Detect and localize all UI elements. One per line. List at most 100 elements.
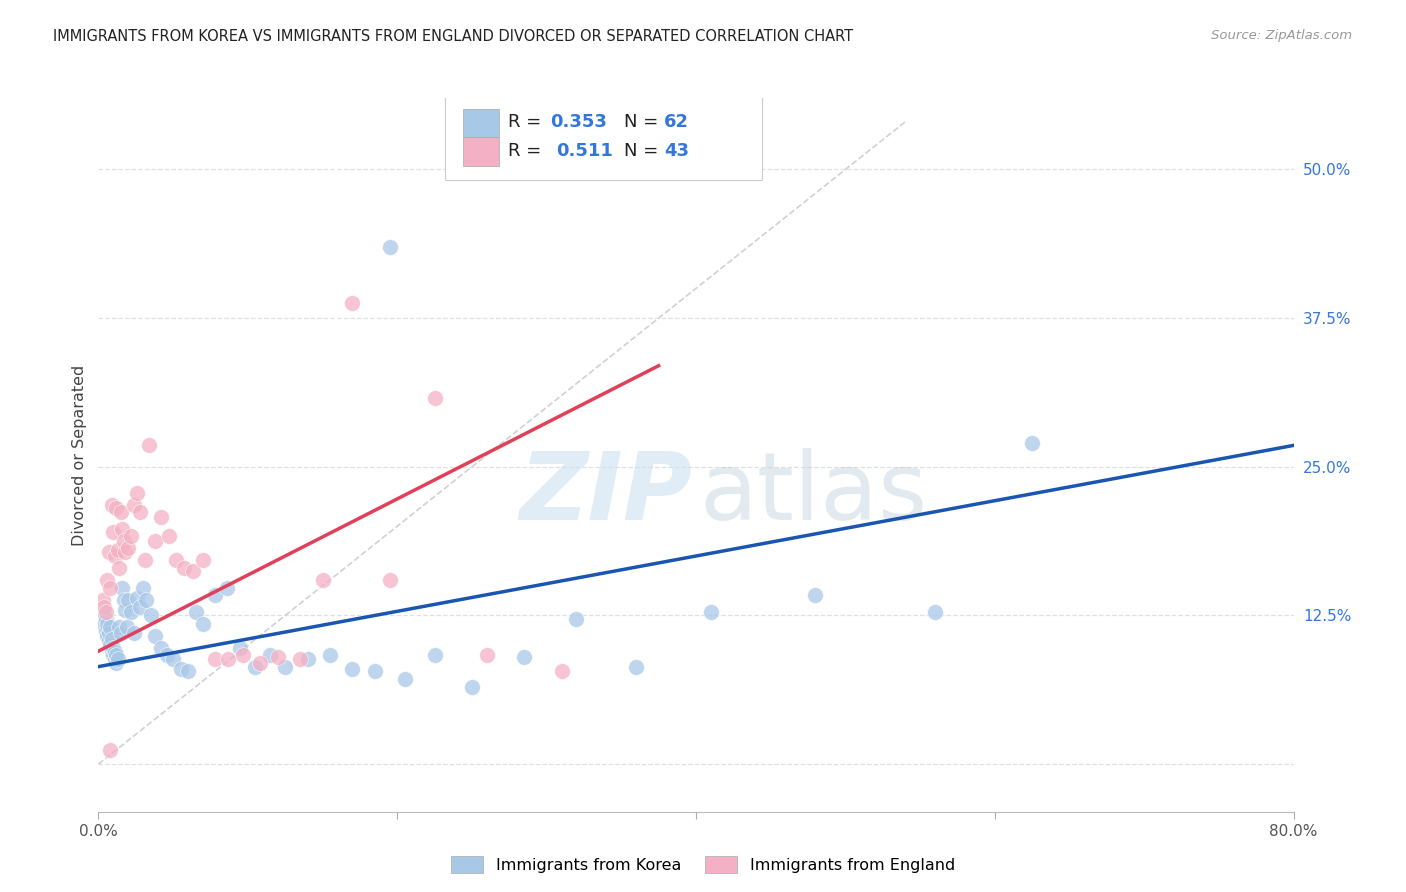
Point (191, 616, 214, 631)
Point (626, 659, 648, 673)
Point (108, 561, 131, 575)
Point (101, 644, 124, 658)
Point (342, 295, 364, 310)
Point (181, 565, 204, 579)
Point (249, 656, 271, 670)
Point (98, 581, 122, 595)
Point (475, 648, 498, 662)
Point (94, 624, 117, 638)
Point (229, 640, 252, 655)
Point (138, 438, 160, 452)
FancyBboxPatch shape (463, 137, 499, 166)
Text: IMMIGRANTS FROM KOREA VS IMMIGRANTS FROM ENGLAND DIVORCED OR SEPARATED CORRELATI: IMMIGRANTS FROM KOREA VS IMMIGRANTS FROM… (53, 29, 853, 44)
Point (143, 533, 166, 548)
Point (108, 620, 131, 634)
Point (103, 648, 125, 662)
Point (104, 652, 127, 666)
Point (173, 561, 195, 575)
FancyBboxPatch shape (463, 109, 499, 137)
Point (94, 612, 117, 626)
Point (120, 529, 142, 543)
Point (91, 593, 114, 607)
Point (127, 591, 149, 605)
Point (112, 533, 135, 548)
Point (342, 662, 364, 676)
Text: 0.353: 0.353 (550, 113, 607, 131)
Point (104, 549, 127, 563)
Point (513, 650, 536, 665)
Point (169, 662, 191, 676)
Point (135, 593, 157, 607)
Point (204, 652, 226, 666)
Point (924, 605, 946, 619)
Point (423, 648, 446, 662)
Point (394, 672, 416, 686)
Point (94, 605, 117, 619)
Point (93, 600, 115, 615)
Point (162, 652, 184, 666)
Point (700, 605, 723, 619)
Point (98, 620, 122, 634)
Point (311, 573, 333, 587)
Point (267, 650, 290, 665)
Point (132, 581, 155, 595)
Point (232, 648, 254, 662)
Point (150, 509, 173, 524)
Point (105, 648, 128, 662)
Point (115, 620, 138, 634)
Point (1021, 436, 1043, 450)
Text: N =: N = (624, 142, 664, 160)
Point (461, 680, 484, 694)
Point (110, 626, 132, 640)
Point (107, 652, 129, 666)
Point (105, 501, 128, 516)
Text: 43: 43 (664, 142, 689, 160)
Point (127, 486, 149, 500)
Point (98, 743, 122, 757)
Point (96, 629, 118, 643)
Point (184, 605, 207, 619)
Point (96, 573, 118, 587)
Point (274, 659, 297, 673)
Point (97, 633, 120, 648)
Point (156, 648, 179, 662)
Point (97, 626, 120, 640)
Point (111, 581, 134, 595)
Point (204, 588, 226, 602)
Point (143, 629, 166, 643)
Point (259, 648, 281, 662)
Point (107, 543, 129, 558)
Point (423, 391, 446, 405)
Text: ZIP: ZIP (519, 448, 692, 541)
Point (105, 656, 128, 670)
Point (217, 652, 239, 666)
Point (177, 665, 200, 679)
Text: N =: N = (624, 113, 664, 131)
Point (129, 505, 152, 519)
Point (91, 605, 114, 619)
Point (157, 529, 180, 543)
Text: R =: R = (509, 113, 547, 131)
Point (101, 498, 124, 512)
Text: 0.511: 0.511 (557, 142, 613, 160)
Point (129, 600, 152, 615)
Point (98, 638, 122, 652)
Text: atlas: atlas (700, 448, 928, 541)
Point (104, 645, 127, 659)
Point (150, 640, 173, 655)
Point (103, 525, 125, 540)
Point (103, 640, 125, 655)
Point (804, 588, 827, 602)
Point (364, 665, 387, 679)
Point (191, 552, 214, 566)
Point (110, 505, 132, 519)
Point (288, 652, 311, 666)
FancyBboxPatch shape (446, 91, 762, 180)
Point (111, 522, 134, 536)
Point (114, 602, 136, 616)
Text: 62: 62 (664, 113, 689, 131)
Legend: Immigrants from Korea, Immigrants from England: Immigrants from Korea, Immigrants from E… (444, 849, 962, 880)
Point (117, 593, 139, 607)
Point (124, 498, 146, 512)
Point (120, 605, 142, 619)
